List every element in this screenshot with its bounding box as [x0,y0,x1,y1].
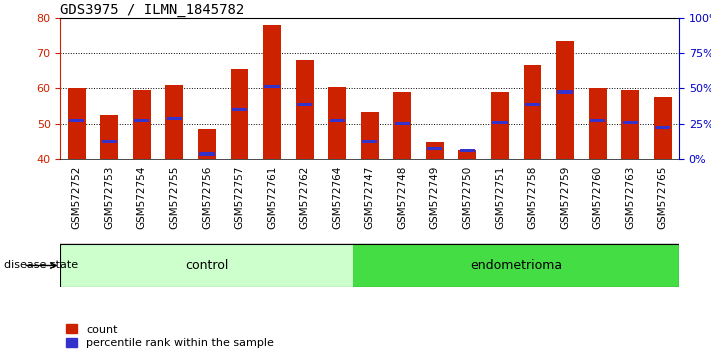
Text: GSM572762: GSM572762 [299,166,309,229]
Bar [589,88,606,159]
Bar [556,41,574,159]
Bar [264,85,279,88]
Text: GSM572763: GSM572763 [625,166,635,229]
Text: GSM572756: GSM572756 [202,166,212,229]
Text: GSM572757: GSM572757 [235,166,245,229]
Text: GSM572747: GSM572747 [365,166,375,229]
Bar [525,103,540,106]
Bar [230,69,248,159]
Text: GSM572753: GSM572753 [105,166,114,229]
Bar [460,149,475,152]
Text: GSM572750: GSM572750 [462,166,472,229]
Text: GSM572748: GSM572748 [397,166,407,229]
Bar [459,150,476,159]
Text: GSM572764: GSM572764 [332,166,342,229]
Text: GSM572759: GSM572759 [560,166,570,229]
Text: GSM572754: GSM572754 [137,166,147,229]
Bar [166,85,183,159]
Bar [492,120,508,124]
Text: GSM572765: GSM572765 [658,166,668,229]
Bar [102,140,117,143]
Bar [263,25,281,159]
Bar [426,142,444,159]
Legend: count, percentile rank within the sample: count, percentile rank within the sample [66,324,274,348]
Bar [133,90,151,159]
Bar [232,108,247,111]
Bar [198,129,216,159]
Bar [427,147,442,150]
Bar [297,103,312,106]
Bar [623,120,638,124]
Bar [100,115,118,159]
Text: GDS3975 / ILMN_1845782: GDS3975 / ILMN_1845782 [60,3,245,17]
Bar [60,244,353,287]
Bar [362,140,378,143]
Text: GSM572752: GSM572752 [72,166,82,229]
Text: GSM572761: GSM572761 [267,166,277,229]
Bar [491,92,509,159]
Text: control: control [186,259,229,272]
Text: GSM572758: GSM572758 [528,166,538,229]
Text: disease state: disease state [4,261,77,270]
Bar [654,97,672,159]
Bar [69,119,85,122]
Bar [393,92,411,159]
Bar [199,152,215,156]
Bar [330,119,345,122]
Bar [621,90,639,159]
Text: GSM572751: GSM572751 [495,166,505,229]
Bar [167,117,182,120]
Bar [353,244,679,287]
Bar [655,126,670,129]
Bar [296,60,314,159]
Bar [360,112,379,159]
Text: endometrioma: endometrioma [470,259,562,272]
Bar [395,122,410,126]
Text: GSM572755: GSM572755 [169,166,179,229]
Bar [68,88,85,159]
Text: GSM572749: GSM572749 [430,166,440,229]
Bar [590,119,605,122]
Bar [328,87,346,159]
Bar [523,65,542,159]
Bar [134,119,149,122]
Bar [557,91,572,93]
Text: GSM572760: GSM572760 [592,166,603,229]
